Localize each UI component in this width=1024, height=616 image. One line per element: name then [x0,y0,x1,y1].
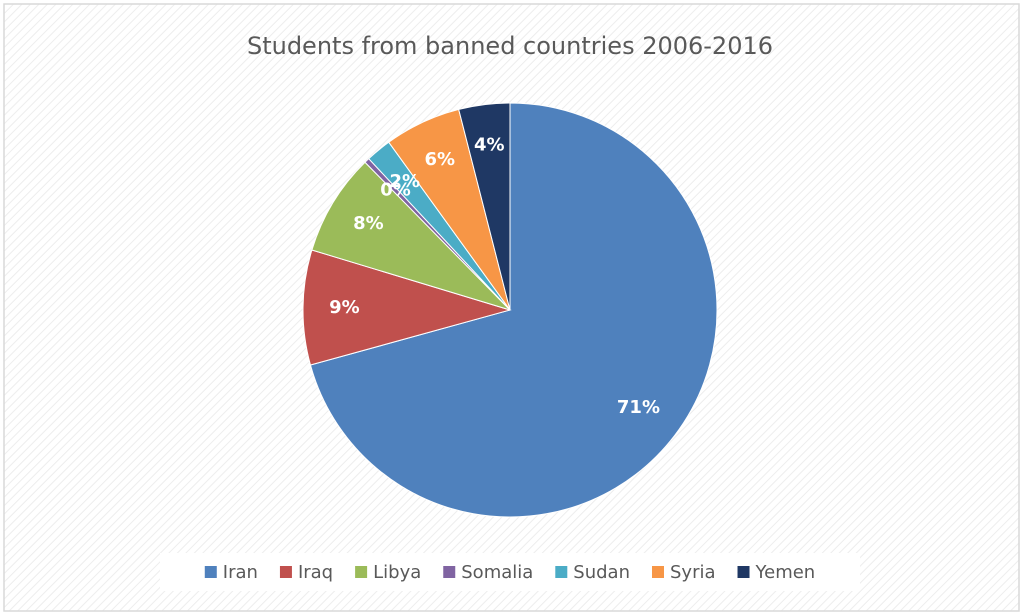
legend-swatch [279,566,292,578]
legend-swatch [737,566,750,578]
legend-swatch [555,566,568,578]
legend-label: Somalia [461,562,533,583]
legend-swatch [652,566,664,578]
legend-label: Iran [223,562,258,583]
legend-label: Iraq [298,562,333,583]
pie-slice [309,102,718,518]
data-label: 9% [329,297,360,318]
pie-slice [302,249,512,366]
legend-swatch [443,566,456,578]
data-label: 0% [380,179,411,200]
legend-label: Syria [670,562,716,583]
data-label: 4% [474,135,505,156]
data-label: 71% [617,397,660,418]
pie-slice [458,102,511,311]
legend-label: Sudan [573,562,630,583]
data-label: 8% [353,213,384,234]
pie-slice [311,161,511,311]
legend-label: Libya [373,562,421,583]
data-label: 2% [390,171,421,192]
legend-label: Yemen [755,562,816,583]
legend-swatch [204,566,217,578]
chart-title: Students from banned countries 2006-2016 [247,32,773,60]
data-label: 6% [424,149,455,170]
legend-swatch [355,566,368,578]
